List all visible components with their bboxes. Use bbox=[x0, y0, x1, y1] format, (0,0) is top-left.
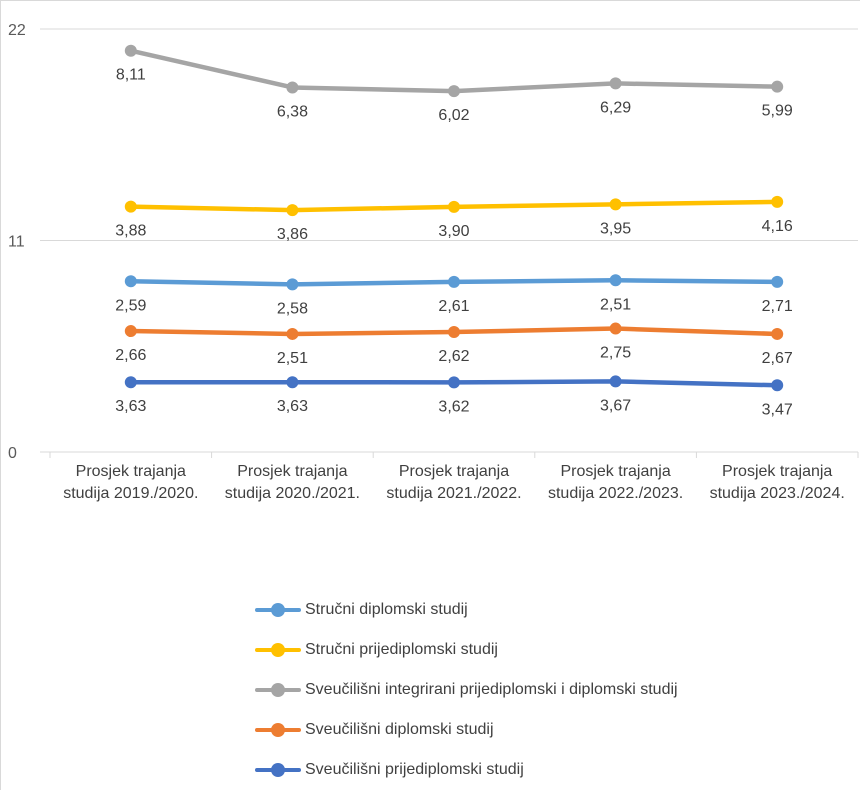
data-point bbox=[286, 327, 299, 340]
x-category-label-line: Prosjek trajanja bbox=[722, 463, 832, 480]
legend-key-icon bbox=[255, 643, 301, 657]
data-label: 2,67 bbox=[762, 350, 793, 367]
data-point bbox=[771, 275, 784, 288]
x-axis: Prosjek trajanja studija 2019./2020.Prosj… bbox=[49, 452, 859, 502]
data-label: 4,16 bbox=[762, 218, 793, 235]
data-labels: 2,59 2,58 2,61 2,51 2,71 3,88 3,86 3,90 3,95 4,16… bbox=[115, 67, 793, 419]
x-category-label: Prosjek trajanja studija 2021./2022. bbox=[386, 463, 521, 502]
legend-label: Stručni diplomski studij bbox=[305, 601, 468, 618]
data-point bbox=[609, 274, 622, 287]
data-label: 3,47 bbox=[762, 401, 793, 418]
data-label: 2,61 bbox=[438, 298, 469, 315]
data-label: 2,51 bbox=[600, 296, 631, 313]
series-lines bbox=[124, 44, 784, 392]
legend-item: Sveučilišni prijediplomski studij bbox=[255, 750, 678, 790]
x-category-label-line: studija 2023./2024. bbox=[710, 485, 845, 502]
x-category-label-line: Prosjek trajanja bbox=[399, 463, 509, 480]
data-label: 6,02 bbox=[438, 107, 469, 124]
series-line bbox=[128, 48, 780, 94]
x-category-label: Prosjek trajanja studija 2020./2021. bbox=[225, 463, 360, 502]
data-point bbox=[448, 326, 460, 339]
data-label: 2,59 bbox=[115, 297, 146, 314]
legend-item: Sveučilišni integrirani prijediplomski i… bbox=[255, 670, 678, 710]
x-category-label: Prosjek trajanja studija 2022./2023. bbox=[548, 463, 683, 502]
x-category-label-line: studija 2022./2023. bbox=[548, 485, 683, 502]
gridlines bbox=[40, 28, 858, 453]
data-label: 6,38 bbox=[277, 103, 308, 120]
x-category-label: Prosjek trajanja studija 2019./2020. bbox=[63, 463, 198, 502]
legend-label: Sveučilišni prijediplomski studij bbox=[305, 761, 524, 778]
data-point bbox=[609, 198, 622, 211]
data-label: 2,51 bbox=[277, 350, 308, 367]
data-point bbox=[771, 327, 784, 340]
legend-label: Sveučilišni integrirani prijediplomski i… bbox=[305, 681, 678, 698]
data-point bbox=[448, 200, 460, 213]
data-label: 2,66 bbox=[115, 347, 146, 364]
x-category-label-line: Prosjek trajanja bbox=[237, 463, 347, 480]
data-label: 8,11 bbox=[116, 67, 146, 84]
data-label: 3,86 bbox=[277, 226, 308, 243]
data-point bbox=[124, 325, 137, 338]
data-label: 3,62 bbox=[438, 398, 469, 415]
legend-key-icon bbox=[255, 763, 301, 777]
legend-item: Stručni prijediplomski studij bbox=[255, 630, 678, 670]
data-point bbox=[124, 275, 137, 288]
data-label: 3,90 bbox=[438, 223, 469, 240]
data-point bbox=[771, 80, 784, 93]
data-label: 3,63 bbox=[277, 398, 308, 415]
legend-key-icon bbox=[255, 683, 301, 697]
y-tick-label: 0 bbox=[8, 445, 17, 462]
data-point bbox=[609, 77, 622, 90]
legend-label: Sveučilišni diplomski studij bbox=[305, 721, 494, 738]
data-point bbox=[448, 376, 460, 389]
x-category-label-line: Prosjek trajanja bbox=[560, 463, 670, 480]
x-category-label: Prosjek trajanja studija 2023./2024. bbox=[710, 463, 845, 502]
data-point bbox=[286, 278, 299, 291]
data-point bbox=[609, 322, 622, 335]
data-label: 2,58 bbox=[277, 300, 308, 317]
data-point bbox=[286, 204, 299, 217]
data-point bbox=[286, 81, 299, 94]
legend: Stručni diplomski studij Stručni prijedip… bbox=[255, 590, 678, 790]
legend-item: Stručni diplomski studij bbox=[255, 590, 678, 630]
y-tick-label: 22 bbox=[8, 22, 26, 39]
data-point bbox=[124, 376, 137, 389]
data-label: 2,75 bbox=[600, 345, 631, 362]
data-point bbox=[771, 195, 784, 208]
data-point bbox=[286, 376, 299, 389]
data-point bbox=[448, 85, 460, 98]
legend-key-icon bbox=[255, 603, 301, 617]
data-label: 3,67 bbox=[600, 397, 631, 414]
data-label: 3,88 bbox=[115, 223, 146, 240]
data-label: 6,29 bbox=[600, 99, 631, 116]
x-category-label-line: studija 2019./2020. bbox=[63, 485, 198, 502]
data-point bbox=[609, 375, 622, 388]
y-tick-label: 11 bbox=[8, 234, 25, 251]
y-axis-tick-labels: 0 11 22 bbox=[8, 22, 26, 462]
data-label: 3,63 bbox=[115, 398, 146, 415]
legend-key-icon bbox=[255, 723, 301, 737]
data-point bbox=[448, 275, 460, 288]
legend-label: Stručni prijediplomski studij bbox=[305, 641, 498, 658]
data-point bbox=[124, 44, 137, 57]
data-label: 2,71 bbox=[762, 298, 793, 315]
data-point bbox=[124, 200, 137, 213]
x-category-label-line: studija 2020./2021. bbox=[225, 485, 360, 502]
x-category-label-line: studija 2021./2022. bbox=[386, 485, 521, 502]
data-label: 2,62 bbox=[438, 348, 469, 365]
data-label: 5,99 bbox=[762, 103, 793, 120]
data-point bbox=[771, 379, 784, 392]
x-category-label-line: Prosjek trajanja bbox=[76, 463, 186, 480]
legend-item: Sveučilišni diplomski studij bbox=[255, 710, 678, 750]
data-label: 3,95 bbox=[600, 220, 631, 237]
